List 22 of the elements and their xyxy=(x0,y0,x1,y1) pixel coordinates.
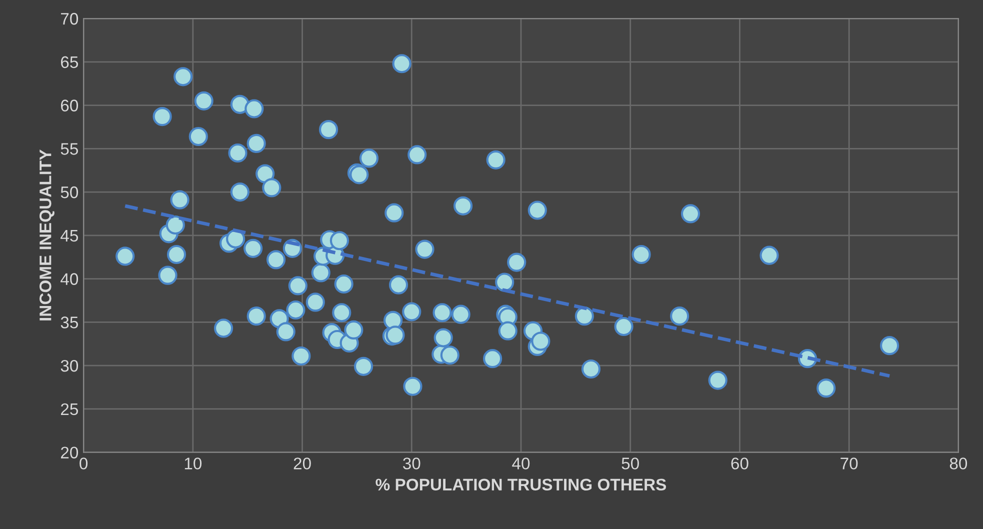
x-tick-label: 10 xyxy=(184,458,202,470)
y-tick-label: 40 xyxy=(60,273,78,285)
x-tick-label: 20 xyxy=(294,458,311,470)
y-tick-label: 60 xyxy=(61,100,78,112)
y-tick-label: 25 xyxy=(60,403,78,416)
x-axis-title: % POPULATION TRUSTING OTHERS xyxy=(376,478,666,490)
y-tick-label: 55 xyxy=(60,143,78,155)
y-tick-label: 35 xyxy=(60,316,78,328)
x-tick-label: 50 xyxy=(622,458,639,470)
x-tick-label: 0 xyxy=(80,458,88,470)
x-tick-label: 40 xyxy=(512,458,530,470)
y-tick-label: 45 xyxy=(60,230,78,242)
y-tick-label: 65 xyxy=(61,56,78,68)
x-tick-label: 30 xyxy=(403,458,420,470)
y-tick-label: 20 xyxy=(60,446,78,458)
x-tick-label: 70 xyxy=(840,458,858,470)
y-tick-label: 30 xyxy=(60,360,78,372)
x-tick-label: 80 xyxy=(950,458,968,470)
y-axis-title: INCOME INEQUALITY xyxy=(40,150,54,320)
y-tick-label: 70 xyxy=(61,12,78,25)
y-tick-label: 50 xyxy=(60,186,78,198)
x-tick-label: 60 xyxy=(731,458,748,470)
